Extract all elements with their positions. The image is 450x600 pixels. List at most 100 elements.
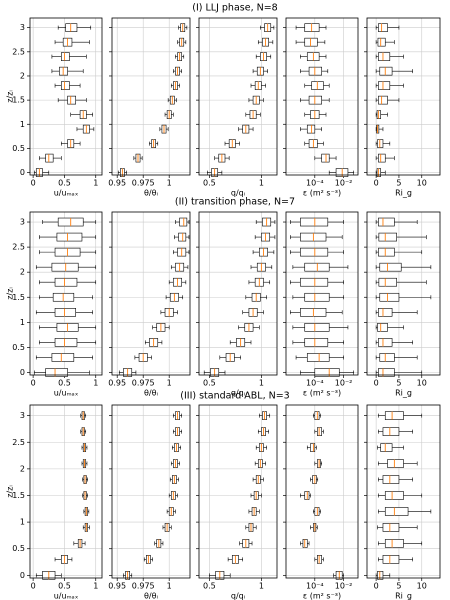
box [300,217,329,227]
x-tick-label: 0.95 [108,179,126,188]
y-tick-label: 0.5 [12,343,25,352]
x-axis-label: Ri_g [395,389,412,398]
box [387,459,404,468]
x-axis-label: ε (m² s⁻³) [303,592,341,600]
box [376,168,381,177]
x-tick-label: 0 [374,582,379,591]
x-axis-label: u/uₘₐₓ [54,592,79,600]
x-tick-label: 0.975 [132,379,155,388]
box [379,292,400,302]
box [379,66,393,76]
box [378,81,391,90]
axes-frame [366,17,441,176]
x-axis-label: q/qᵢ [231,592,245,600]
y-tick-label: 2 [20,464,25,473]
box [308,95,322,105]
box [56,232,83,242]
x-axis-label: ε (m² s⁻³) [303,389,341,398]
x-tick-label: 10 [417,179,427,188]
x-tick-label: 1 [167,179,172,188]
x-axis-label: θ/θᵢ [144,189,158,198]
box [300,277,329,287]
x-tick-label: 0.5 [203,379,216,388]
x-tick-label: 10⁻² [335,179,353,188]
row-title: (II) transition phase, N=7 [175,197,295,208]
x-tick-label: 10⁻⁴ [306,179,324,188]
axes-frame [198,17,278,176]
box [51,353,75,362]
axes-frame [285,211,359,376]
y-tick-label: 0 [20,368,25,377]
x-tick-label: 1 [93,582,98,591]
y-axis-label: z/zᵢ [6,90,15,103]
box [65,23,78,32]
y-tick-label: 1 [20,120,25,129]
box [382,555,400,564]
x-axis-label: u/uₘₐₓ [54,189,79,198]
x-tick-label: 10⁻⁴ [306,379,324,388]
x-tick-label: 1 [167,582,172,591]
x-tick-label: 10⁻² [335,582,353,591]
axes-frame [29,404,103,579]
box [384,491,404,500]
box [382,523,400,532]
box [379,262,402,272]
box [378,247,395,257]
x-tick-label: 0 [31,582,36,591]
box [304,338,329,347]
row-title: (III) standard ABL, N=3 [180,391,289,402]
x-tick-label: 0.5 [203,582,216,591]
x-tick-label: 10⁻⁴ [306,582,324,591]
axes-frame [111,404,191,579]
box [384,507,409,516]
x-tick-label: 1 [259,582,264,591]
x-tick-label: 0.95 [108,379,126,388]
x-axis-label: u/uₘₐₓ [54,389,79,398]
x-tick-label: 0.5 [58,582,71,591]
box [378,368,395,377]
box [377,323,388,332]
x-axis-label: Ri_g [395,189,412,198]
x-tick-label: 5 [396,179,401,188]
x-tick-label: 0 [374,179,379,188]
x-tick-label: 0 [31,179,36,188]
x-tick-label: 10⁻² [335,379,353,388]
axes-frame [198,211,278,376]
x-axis-label: q/qᵢ [231,189,245,198]
box [378,23,388,32]
axes-frame [29,17,103,176]
y-tick-label: 1.5 [12,491,25,500]
box [178,232,187,242]
y-tick-label: 0.5 [12,544,25,553]
y-tick-label: 1 [20,518,25,527]
x-tick-label: 0.95 [108,582,126,591]
x-tick-label: 1 [259,179,264,188]
box [377,139,384,148]
x-tick-label: 0.5 [58,379,71,388]
axes-frame [285,17,359,176]
box [378,95,388,105]
y-tick-label: 3 [20,411,25,420]
x-tick-label: 0 [31,379,36,388]
axes-frame [29,211,103,376]
x-tick-label: 1 [93,179,98,188]
y-tick-label: 3 [20,23,25,32]
x-tick-label: 0.975 [132,179,155,188]
y-tick-label: 2.5 [12,47,25,56]
x-axis-label: θ/θᵢ [144,389,158,398]
x-tick-label: 10 [417,379,427,388]
axes-frame [198,404,278,579]
y-tick-label: 0 [20,168,25,177]
box [306,353,330,362]
box [54,308,77,317]
box [379,353,395,362]
x-tick-label: 5 [396,379,401,388]
box [308,66,322,76]
box [378,338,393,347]
axes-frame [111,211,191,376]
box [61,52,70,61]
x-axis-label: θ/θᵢ [144,592,158,600]
x-axis-label: ε (m² s⁻³) [303,189,341,198]
box [377,571,384,580]
box [382,475,400,484]
